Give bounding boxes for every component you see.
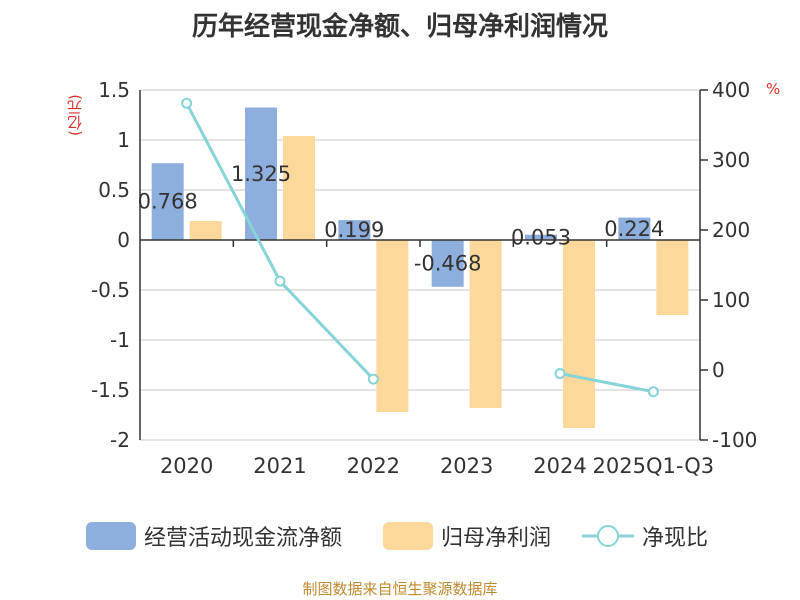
chart-title: 历年经营现金净额、归母净利润情况 [191,12,608,42]
right-tick-label: 200 [712,218,750,242]
cash-ratio-point [554,368,566,379]
category-label: 2023 [440,454,493,478]
bar-net-profit [376,240,409,412]
right-axis-unit: % [766,80,781,98]
legend-label-net-profit: 归母净利润 [441,526,552,551]
left-tick-label: -0.5 [91,278,130,302]
bar-cashflow [151,163,184,240]
bar-net-profit [189,221,222,240]
cashflow-data-label: 0.053 [511,225,571,249]
bar-net-profit [283,136,315,240]
cashflow-data-label: -0.468 [414,251,482,275]
legend-item-cashflow[interactable]: 经营活动现金流净额 [86,516,342,556]
source-note: 制图数据来自恒生聚源数据库 [302,580,498,598]
category-label: 2021 [253,454,306,478]
cash-ratio-line [559,372,654,394]
left-tick-label: 1.5 [98,78,130,102]
cashflow-data-label: 0.224 [604,217,664,241]
right-tick-label: 0 [712,358,725,382]
legend-swatch-net-profit [383,522,433,550]
chart-canvas: 1.510.50-0.5-1-1.5-24003002001000-100202… [91,78,757,478]
cashflow-data-label: 0.199 [324,218,384,242]
left-tick-label: 1 [117,128,130,152]
bar-net-profit [469,240,502,408]
right-tick-label: 400 [712,78,750,102]
cashflow-data-label: 1.325 [231,162,291,186]
legend-item-cash-ratio[interactable]: 净现比 [582,516,708,556]
legend-label-cash-ratio: 净现比 [642,526,709,551]
category-label: 2025Q1-Q3 [593,454,715,478]
bar-cashflow [431,240,464,287]
left-tick-label: -1 [110,328,130,352]
left-tick-label: -2 [110,428,130,452]
bar-cashflow [618,217,651,240]
legend-swatch-cash-ratio [582,525,634,547]
left-tick-label: 0.5 [98,178,130,202]
bar-cashflow [525,234,557,240]
left-tick-label: -1.5 [91,378,130,402]
bar-cashflow [245,107,277,240]
cash-ratio-point [647,386,659,398]
legend-swatch-cashflow [86,522,136,550]
category-label: 2020 [160,454,213,478]
cashflow-data-label: 0.768 [138,190,198,214]
category-label: 2024 [533,454,586,478]
cash-ratio-point [181,97,193,109]
chart-legend: 经营活动现金流净额 归母净利润 净现比 [0,516,800,556]
cash-ratio-point [274,275,286,287]
category-label: 2022 [347,454,400,478]
legend-item-net-profit[interactable]: 归母净利润 [383,516,551,556]
cash-ratio-point [367,373,379,385]
right-tick-label: 300 [712,148,750,172]
bar-net-profit [656,240,689,315]
left-tick-label: 0 [117,228,130,252]
bar-cashflow [338,220,371,240]
right-tick-label: 100 [712,288,750,312]
bar-net-profit [563,240,595,428]
legend-label-cashflow: 经营活动现金流净额 [144,526,343,551]
right-tick-label: -100 [712,428,757,452]
